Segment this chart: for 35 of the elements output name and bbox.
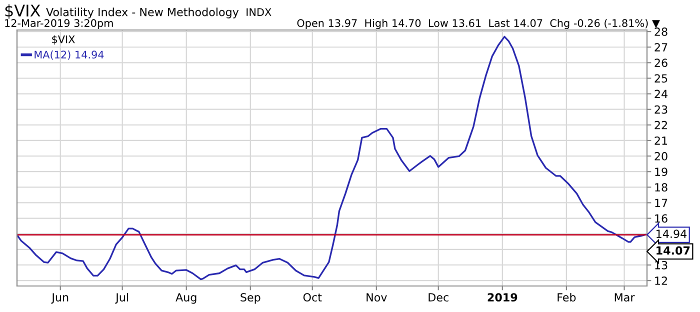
y-tick-label: 28	[654, 28, 668, 36]
y-tick-label: 23	[654, 105, 668, 114]
y-tick-label: 12	[655, 276, 667, 285]
x-tick-label: Feb	[558, 292, 576, 302]
legend-label: MA(12) 14.94	[34, 50, 104, 60]
x-tick-label: Mar	[614, 293, 635, 302]
legend-title: $VIX	[52, 35, 75, 45]
y-tick-label: 26	[654, 58, 668, 68]
y-tick-label: 18	[655, 183, 668, 192]
y-tick-label: 19	[655, 168, 668, 176]
y-tick-label: 17	[655, 198, 668, 207]
y-tick-label: 24	[654, 90, 668, 98]
text: Open 13.97 High 14.70 Low 13.61 Last 14.07 Chg -0.26 (-1.81%) ▼	[297, 18, 660, 30]
text: 12-Mar-2019 3:20pm	[5, 19, 113, 30]
y-tick-label: 16	[655, 214, 668, 223]
y-tick-label: 21	[654, 136, 668, 145]
x-tick-label: Jul	[115, 292, 128, 304]
y-tick-label: 20	[654, 152, 668, 160]
x-tick-label: Jun	[51, 293, 68, 304]
chart-subtitle: Volatility Index - New Methodology	[46, 8, 239, 18]
text: 14.07	[656, 246, 690, 255]
x-tick-label: Sep	[240, 293, 260, 304]
x-tick-label: Dec	[428, 293, 448, 302]
x-tick-label: Aug	[176, 293, 196, 304]
line-series	[17, 36, 646, 280]
x-tick-label: Oct	[303, 293, 322, 302]
y-tick-label: 13	[655, 260, 668, 270]
x-tick-label: 2019	[488, 293, 518, 302]
ref-line-label: 14.94	[656, 230, 687, 238]
y-tick-label: 22	[654, 120, 667, 130]
chart-title: $VIX	[5, 4, 40, 19]
x-tick-label: Nov	[366, 293, 387, 302]
y-tick-label: 27	[654, 43, 668, 52]
text: INDX	[246, 8, 272, 16]
y-tick-label: 25	[654, 74, 668, 83]
